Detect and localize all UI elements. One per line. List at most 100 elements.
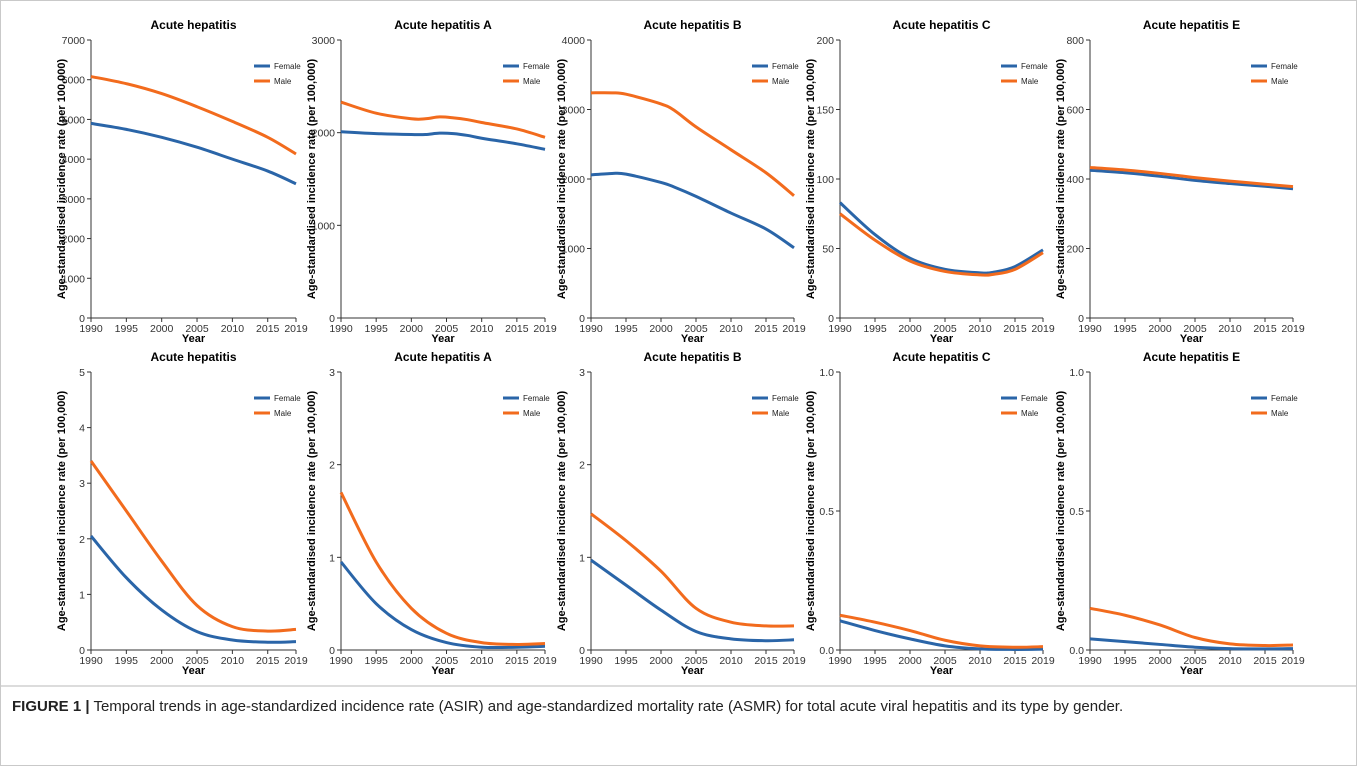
x-tick-label: 2019 — [533, 323, 557, 335]
legend-label-male: Male — [1271, 409, 1289, 418]
x-tick-label: 1990 — [579, 323, 603, 335]
x-tick-label: 2005 — [185, 655, 209, 667]
series-line-female — [1089, 637, 1294, 651]
x-tick-label: 2015 — [754, 323, 778, 335]
x-tick-label: 2000 — [150, 323, 174, 335]
x-tick-label: 2010 — [1218, 655, 1242, 667]
x-tick-label: 2005 — [435, 655, 459, 667]
y-axis-label: Age-standardised incidence rate (per 100… — [805, 391, 817, 632]
y-tick-label: 1 — [579, 552, 585, 564]
x-tick-label: 1995 — [863, 655, 887, 667]
x-tick-label: 2000 — [400, 323, 424, 335]
y-tick-label: 0.0 — [819, 645, 834, 657]
x-tick-label: 2000 — [898, 655, 922, 667]
y-tick-label: 4000 — [562, 35, 586, 47]
figure-caption: FIGURE 1 | Temporal trends in age-standa… — [12, 696, 1342, 718]
series-line-female — [1089, 168, 1294, 191]
y-tick-label: 0 — [579, 645, 585, 657]
y-tick-label: 5000 — [62, 114, 86, 126]
legend-label-female: Female — [772, 394, 799, 403]
x-tick-label: 2005 — [933, 655, 957, 667]
y-tick-label: 1.0 — [819, 367, 834, 379]
x-tick-label: 1995 — [614, 323, 638, 335]
y-tick-label: 0 — [329, 313, 335, 325]
x-tick-label: 1995 — [115, 323, 139, 335]
x-tick-label: 2015 — [505, 323, 529, 335]
y-tick-label: 400 — [1066, 174, 1084, 186]
y-tick-label: 4000 — [62, 154, 86, 166]
x-tick-label: 2000 — [1148, 655, 1172, 667]
y-axis-label: Age-standardised incidence rate (per 100… — [56, 59, 68, 300]
y-tick-label: 200 — [1066, 244, 1084, 256]
x-tick-label: 1995 — [115, 655, 139, 667]
y-tick-label: 0 — [79, 313, 85, 325]
y-axis-label: Age-standardised incidence rate (per 100… — [56, 391, 68, 632]
y-tick-label: 3 — [579, 367, 585, 379]
y-tick-label: 1.0 — [1069, 367, 1084, 379]
panel-title: Acute hepatitis C — [892, 350, 990, 364]
legend-label-male: Male — [523, 77, 541, 86]
x-tick-label: 2000 — [649, 655, 673, 667]
series-line-female — [838, 201, 1044, 275]
legend-label-female: Female — [1021, 394, 1048, 403]
x-tick-label: 1990 — [828, 323, 852, 335]
x-tick-label: 1990 — [1078, 323, 1102, 335]
y-tick-label: 1 — [79, 589, 85, 601]
legend-label-female: Female — [274, 62, 301, 71]
x-tick-label: 2015 — [505, 655, 529, 667]
x-tick-label: 1990 — [579, 655, 603, 667]
figure-caption-text: Temporal trends in age-standardized inci… — [89, 698, 1124, 715]
y-tick-label: 1000 — [62, 273, 86, 285]
y-tick-label: 2 — [79, 534, 85, 546]
legend-label-male: Male — [772, 409, 790, 418]
panel-r1c2: Acute hepatitis A 0 1000 2000 3000 1990 1995 20… — [306, 18, 557, 345]
panel-title: Acute hepatitis — [150, 350, 236, 364]
x-tick-label: 2019 — [782, 323, 806, 335]
panel-title: Acute hepatitis — [150, 18, 236, 32]
x-tick-label: 2015 — [1003, 655, 1027, 667]
x-tick-label: 2010 — [719, 323, 743, 335]
x-tick-label: 1995 — [614, 655, 638, 667]
y-axis-label: Age-standardised incidence rate (per 100… — [556, 59, 568, 300]
series-line-male — [839, 212, 1044, 277]
x-tick-label: 1990 — [828, 655, 852, 667]
y-tick-label: 1000 — [562, 244, 586, 256]
series-line-male — [340, 100, 546, 139]
x-axis-label: Year — [930, 665, 954, 677]
y-axis-label: Age-standardised incidence rate (per 100… — [306, 391, 318, 632]
series-line-male — [590, 91, 795, 197]
y-tick-label: 0 — [579, 313, 585, 325]
panel-title: Acute hepatitis E — [1143, 18, 1240, 32]
y-tick-label: 2000 — [62, 234, 86, 246]
x-axis-label: Year — [182, 333, 206, 345]
x-tick-label: 2000 — [649, 323, 673, 335]
y-tick-label: 0.5 — [819, 506, 834, 518]
series-line-female — [590, 558, 795, 643]
y-tick-label: 2 — [329, 460, 335, 472]
y-tick-label: 0 — [79, 645, 85, 657]
y-axis-label: Age-standardised incidence rate (per 100… — [1055, 391, 1067, 632]
panel-r1c3: Acute hepatitis B 0 1000 2000 3000 4000 1990 19… — [556, 18, 806, 345]
x-tick-label: 2000 — [1148, 323, 1172, 335]
x-tick-label: 1995 — [863, 323, 887, 335]
x-tick-label: 2010 — [968, 323, 992, 335]
y-axis-label: Age-standardised incidence rate (per 100… — [1055, 59, 1067, 300]
panel-r2c4: Acute hepatitis C 0.0 0.5 1.0 1990 1995 2000 20… — [805, 350, 1055, 677]
caption-divider — [1, 685, 1356, 687]
x-tick-label: 1990 — [329, 655, 353, 667]
y-tick-label: 0.0 — [1069, 645, 1084, 657]
y-tick-label: 3000 — [312, 35, 336, 47]
legend-label-male: Male — [1021, 77, 1039, 86]
panel-r2c1: Acute hepatitis 0 1 2 3 4 5 1990 1995 2000 2005 201… — [56, 350, 308, 677]
y-axis-label: Age-standardised incidence rate (per 100… — [805, 59, 817, 300]
series-line-female — [339, 561, 546, 650]
x-tick-label: 2015 — [1253, 655, 1277, 667]
y-axis-label: Age-standardised incidence rate (per 100… — [306, 59, 318, 300]
y-tick-label: 200 — [816, 35, 834, 47]
x-tick-label: 2010 — [470, 655, 494, 667]
series-line-male — [839, 613, 1044, 649]
y-tick-label: 0 — [329, 645, 335, 657]
y-tick-label: 2 — [579, 460, 585, 472]
x-tick-label: 2015 — [256, 655, 280, 667]
y-tick-label: 4 — [79, 423, 85, 435]
